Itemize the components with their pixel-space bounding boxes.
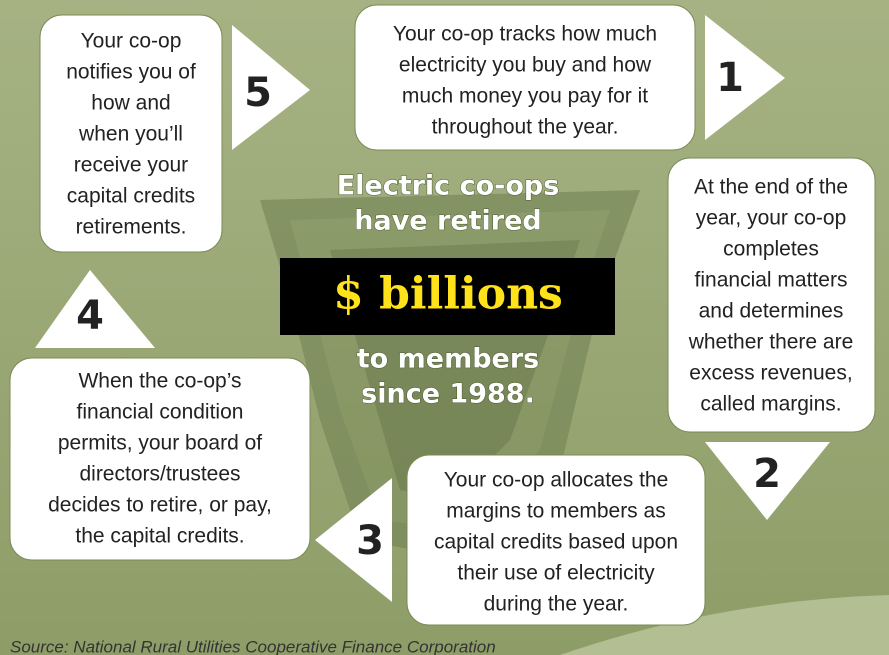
step-number: 5 (244, 70, 272, 116)
step-text: notifies you of (66, 61, 196, 84)
step-text: financial condition (77, 401, 244, 424)
step-text: directors/trustees (79, 463, 240, 486)
step-text: their use of electricity (457, 562, 655, 585)
step-text: margins to members as (446, 500, 665, 523)
step-text: Your co-op allocates the (444, 469, 669, 492)
step-text: when you’ll (78, 123, 183, 146)
step-number: 2 (753, 451, 781, 497)
step-text: electricity you buy and how (399, 54, 652, 77)
step-text: year, your co-op (696, 207, 847, 230)
step-box (354, 4, 696, 151)
arrow (35, 270, 155, 348)
step-text: receive your (74, 154, 188, 177)
step-text: whether there are (688, 331, 854, 354)
arrow (705, 15, 785, 140)
step-box (667, 157, 876, 433)
step-box (406, 454, 706, 626)
step-text: capital credits based upon (434, 531, 678, 554)
step-text: decides to retire, or pay, (48, 494, 272, 517)
center-text: since 1988. (361, 379, 535, 410)
step-box (39, 14, 223, 253)
step-text: throughout the year. (432, 116, 619, 139)
step-number: 4 (76, 293, 104, 339)
step-text: and determines (699, 300, 844, 323)
center-text: to members (357, 344, 539, 375)
step-number: 1 (716, 55, 744, 101)
step-text: how and (91, 92, 170, 115)
step-text: retirements. (76, 216, 187, 239)
step-text: At the end of the (694, 176, 848, 199)
arrow (232, 25, 310, 150)
source: Source: National Rural Utilities Coopera… (10, 637, 496, 655)
step-text: permits, your board of (58, 432, 262, 455)
step-text: much money you pay for it (402, 85, 648, 108)
step-text: capital credits (67, 185, 195, 208)
step-text: Your co-op (81, 30, 182, 53)
step-text: Your co-op tracks how much (393, 23, 657, 46)
hill (560, 595, 889, 655)
step-box (9, 357, 311, 561)
step-text: excess revenues, (689, 362, 852, 385)
step-text: the capital credits. (75, 525, 244, 548)
highlight-box (280, 258, 615, 335)
center-text: Electric co-ops (337, 171, 560, 202)
arrow (705, 442, 830, 520)
step-number: 3 (356, 518, 384, 564)
step-text: completes (723, 238, 819, 261)
step-text: When the co-op’s (78, 370, 241, 393)
step-text: called margins. (700, 393, 841, 416)
step-text: during the year. (484, 593, 629, 616)
arrow (315, 478, 392, 602)
step-text: financial matters (695, 269, 848, 292)
center-text: have retired (354, 206, 542, 237)
highlight: $ billions (333, 269, 563, 320)
